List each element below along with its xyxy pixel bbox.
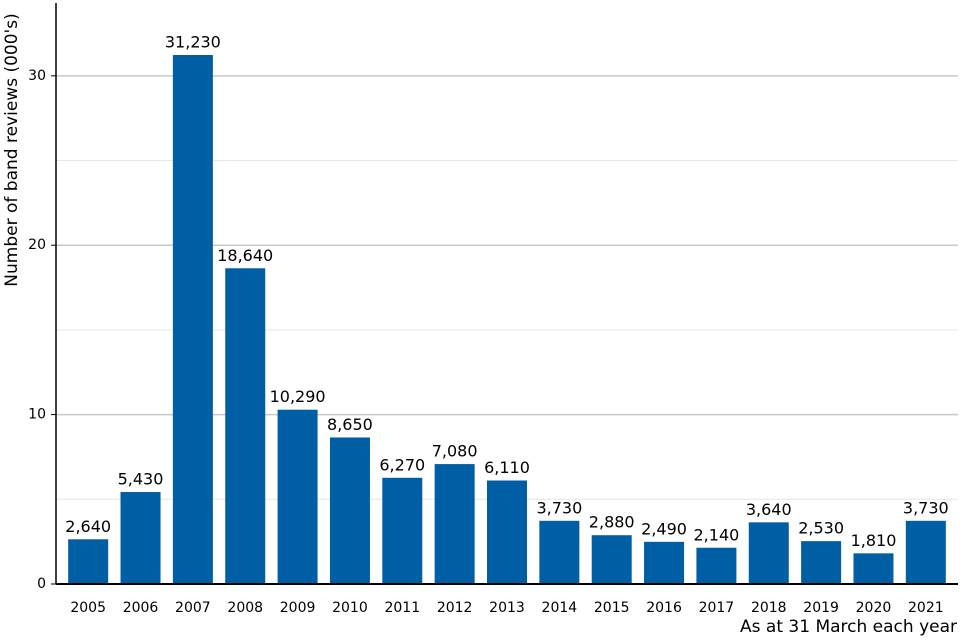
y-tick-label: 0	[37, 576, 46, 592]
bar	[748, 522, 789, 584]
bar	[487, 480, 527, 584]
value-label: 2,880	[589, 513, 635, 532]
y-tick-label: 10	[28, 407, 46, 423]
value-label: 3,730	[903, 498, 949, 517]
x-tick-label: 2011	[384, 600, 420, 616]
y-tick-label: 30	[28, 68, 46, 84]
value-label: 5,430	[118, 470, 164, 489]
x-tick-label: 2005	[70, 600, 106, 616]
x-tick-label: 2018	[751, 600, 787, 616]
bar	[329, 437, 370, 584]
bar	[277, 409, 318, 584]
bar	[591, 535, 632, 584]
bar	[68, 539, 109, 584]
x-tick-label: 2015	[594, 600, 630, 616]
bar	[801, 541, 842, 584]
x-axis-label: As at 31 March each year	[740, 617, 957, 637]
bar	[225, 268, 266, 584]
x-tick-label: 2014	[542, 600, 578, 616]
y-axis-label: Number of band reviews (000's)	[2, 13, 22, 286]
bar	[539, 520, 580, 584]
bar	[120, 492, 161, 584]
y-tick-label: 20	[28, 237, 46, 253]
bar	[696, 547, 737, 584]
value-label: 2,530	[798, 519, 844, 538]
value-label: 2,140	[694, 525, 740, 544]
value-label: 3,730	[536, 498, 582, 517]
x-tick-label: 2006	[123, 600, 159, 616]
bar	[853, 553, 894, 584]
value-label: 1,810	[851, 531, 897, 550]
bar	[434, 464, 475, 584]
x-tick-label: 2010	[332, 600, 368, 616]
x-tick-label: 2008	[227, 600, 263, 616]
x-tick-label: 2012	[437, 600, 473, 616]
x-tick-label: 2007	[175, 600, 211, 616]
bar	[905, 520, 946, 584]
value-label: 6,110	[484, 458, 530, 477]
value-label: 10,290	[270, 387, 326, 406]
x-tick-label: 2021	[908, 600, 944, 616]
x-tick-label: 2009	[280, 600, 316, 616]
bar	[644, 541, 685, 584]
bar	[172, 55, 213, 585]
x-tick-label: 2013	[489, 600, 525, 616]
value-label: 31,230	[165, 33, 221, 52]
bar	[382, 477, 423, 584]
x-tick-label: 2020	[856, 600, 892, 616]
value-label: 2,640	[65, 517, 111, 536]
x-tick-label: 2019	[803, 600, 839, 616]
x-tick-label: 2016	[646, 600, 682, 616]
value-label: 3,640	[746, 500, 792, 519]
value-label: 2,490	[641, 519, 687, 538]
value-label: 6,270	[379, 455, 425, 474]
value-label: 8,650	[327, 415, 373, 434]
x-tick-label: 2017	[699, 600, 735, 616]
value-label: 7,080	[432, 442, 478, 461]
value-label: 18,640	[217, 246, 273, 265]
